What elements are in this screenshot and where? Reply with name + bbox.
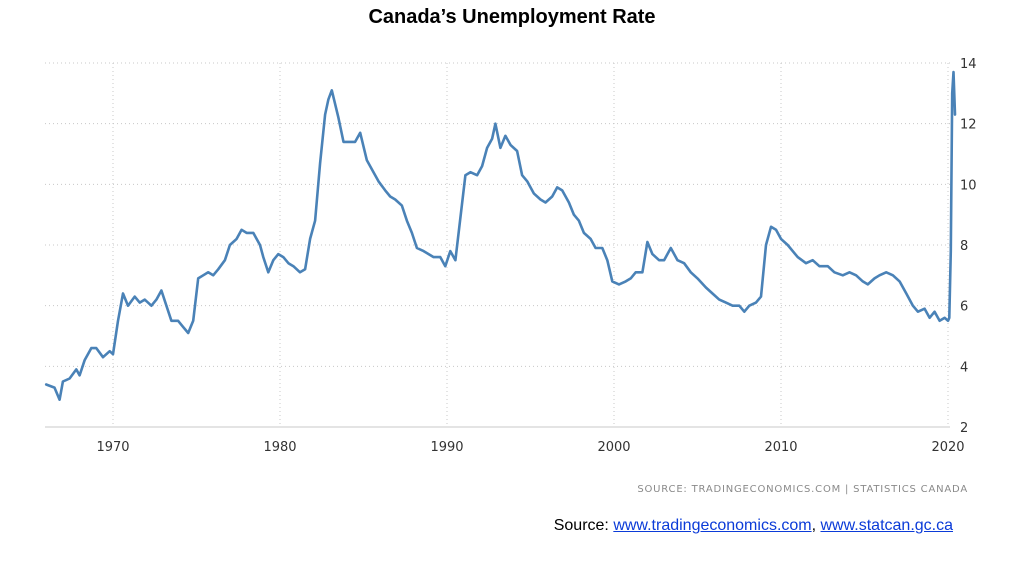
source-line: Source: www.tradingeconomics.com, www.st… bbox=[554, 517, 953, 535]
y-tick-label-8: 8 bbox=[960, 239, 968, 254]
x-tick-label-2010: 2010 bbox=[764, 440, 797, 455]
y-tick-label-10: 10 bbox=[960, 178, 977, 193]
x-tick-label-1980: 1980 bbox=[263, 440, 296, 455]
x-tick-label-2000: 2000 bbox=[597, 440, 630, 455]
chart-title: Canada’s Unemployment Rate bbox=[368, 6, 656, 28]
tradingeconomics-link[interactable]: www.tradingeconomics.com bbox=[613, 517, 812, 534]
x-axis-ticks: 1970 1980 1990 2000 2010 2020 bbox=[96, 440, 964, 455]
source-separator: , bbox=[811, 517, 821, 534]
y-tick-label-12: 12 bbox=[960, 118, 977, 133]
y-tick-label-14: 14 bbox=[960, 57, 977, 72]
y-axis-ticks: 2 4 6 8 10 12 14 bbox=[960, 57, 977, 436]
series-layer bbox=[44, 70, 957, 401]
x-tick-label-2020: 2020 bbox=[931, 440, 964, 455]
unemployment-rate-line bbox=[44, 70, 957, 401]
source-prefix: Source: bbox=[553, 517, 614, 534]
y-tick-label-4: 4 bbox=[960, 360, 968, 375]
x-tick-label-1990: 1990 bbox=[430, 440, 463, 455]
grid-lines bbox=[45, 62, 950, 428]
y-tick-label-2: 2 bbox=[960, 421, 968, 436]
chart-source-note: SOURCE: TRADINGECONOMICS.COM | STATISTIC… bbox=[637, 484, 968, 495]
y-tick-label-6: 6 bbox=[960, 300, 968, 315]
statcan-link[interactable]: www.statcan.gc.ca bbox=[820, 517, 954, 534]
x-tick-label-1970: 1970 bbox=[96, 440, 129, 455]
